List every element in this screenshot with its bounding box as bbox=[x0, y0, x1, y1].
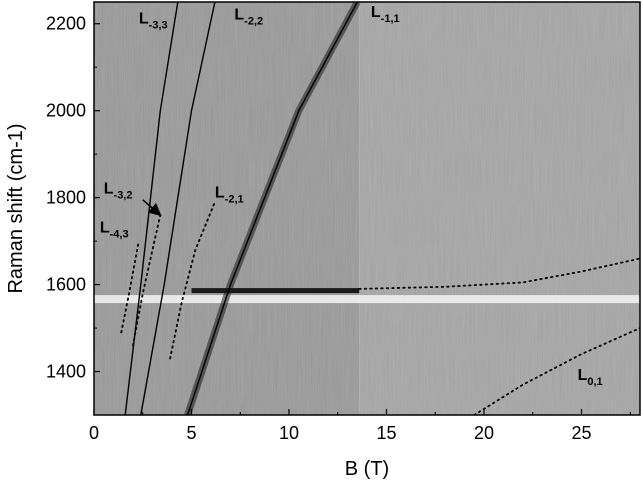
y-axis-title: Raman shift (cm-1) bbox=[5, 123, 27, 293]
x-tick-label-0: 0 bbox=[89, 423, 99, 443]
annotation-arrow bbox=[142, 199, 162, 217]
x-axis: 0 5 10 15 20 25 bbox=[89, 409, 631, 443]
annotation-2: L-1,1 bbox=[371, 4, 400, 25]
y-tick-label-1: 1600 bbox=[46, 275, 86, 295]
dotted-line-0 bbox=[120, 240, 140, 334]
plot-area bbox=[94, 2, 640, 415]
y-axis: 1400 1600 1800 2000 2200 bbox=[46, 14, 100, 416]
x-tick-label-3: 15 bbox=[376, 423, 396, 443]
dotted-line-3 bbox=[358, 257, 640, 290]
solid-line-0 bbox=[124, 2, 179, 415]
y-tick-label-0: 1400 bbox=[46, 362, 86, 382]
annotation-1: L-2,2 bbox=[234, 6, 263, 27]
phonon-band-dark bbox=[191, 288, 360, 294]
phonon-band-bright bbox=[94, 295, 640, 304]
dotted-line-1 bbox=[132, 214, 162, 347]
annotation-4: L-2,1 bbox=[215, 185, 244, 206]
y-tick-label-4: 2200 bbox=[46, 14, 86, 34]
dotted-lines bbox=[120, 201, 640, 415]
x-axis-title: B (T) bbox=[345, 458, 389, 480]
solid-line-2 bbox=[186, 2, 358, 415]
annotations: L-3,3 L-2,2 L-1,1 L-3,2 L-2,1 L-4,3 L0,1 bbox=[100, 4, 603, 388]
y-tick-label-3: 2000 bbox=[46, 101, 86, 121]
annotation-0: L-3,3 bbox=[139, 11, 168, 32]
solid-lines bbox=[124, 2, 361, 415]
annotation-6: L0,1 bbox=[578, 367, 603, 388]
annotation-5: L-4,3 bbox=[100, 219, 129, 240]
x-tick-label-4: 20 bbox=[474, 423, 494, 443]
annotation-3: L-3,2 bbox=[104, 180, 133, 201]
x-tick-label-1: 5 bbox=[186, 423, 196, 443]
heatmap-noise bbox=[94, 2, 640, 415]
dotted-line-4 bbox=[473, 327, 640, 415]
solid-line-1 bbox=[140, 2, 216, 415]
plot-frame bbox=[93, 1, 641, 416]
x-tick-label-5: 25 bbox=[571, 423, 591, 443]
x-tick-label-2: 10 bbox=[279, 423, 299, 443]
dotted-line-2 bbox=[169, 201, 216, 360]
y-tick-label-2: 1800 bbox=[46, 188, 86, 208]
